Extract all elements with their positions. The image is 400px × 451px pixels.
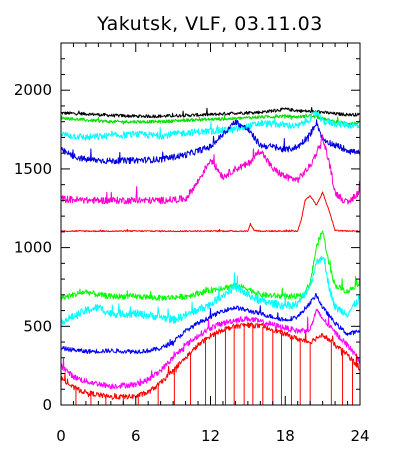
series-line-5 bbox=[61, 134, 360, 205]
series-layer bbox=[61, 107, 360, 405]
x-tick-label: 18 bbox=[276, 427, 295, 445]
x-tick-label: 6 bbox=[131, 427, 141, 445]
y-tick-label: 2000 bbox=[14, 81, 52, 99]
series-line-10 bbox=[61, 308, 360, 390]
y-tick-label: 1500 bbox=[14, 160, 52, 178]
x-tick-label: 12 bbox=[201, 427, 220, 445]
y-tick-label: 0 bbox=[42, 396, 52, 414]
axis-layer: 0 6 12 18 24 0 500 1000 1500 2000 bbox=[14, 42, 370, 445]
series-line-6 bbox=[61, 191, 360, 233]
y-tick-label: 500 bbox=[23, 317, 52, 335]
series-line-2 bbox=[61, 113, 360, 126]
x-tick-label: 24 bbox=[350, 427, 369, 445]
y-tick-label: 1000 bbox=[14, 239, 52, 257]
series-line-1 bbox=[61, 107, 360, 119]
series-line-3 bbox=[61, 109, 360, 141]
x-tick-label: 0 bbox=[56, 427, 66, 445]
series-line-8 bbox=[61, 255, 360, 326]
plot-frame bbox=[60, 42, 361, 406]
series-line-9 bbox=[61, 293, 360, 355]
chart-title: Yakutsk, VLF, 03.11.03 bbox=[96, 13, 323, 35]
series-line-4 bbox=[61, 119, 360, 165]
